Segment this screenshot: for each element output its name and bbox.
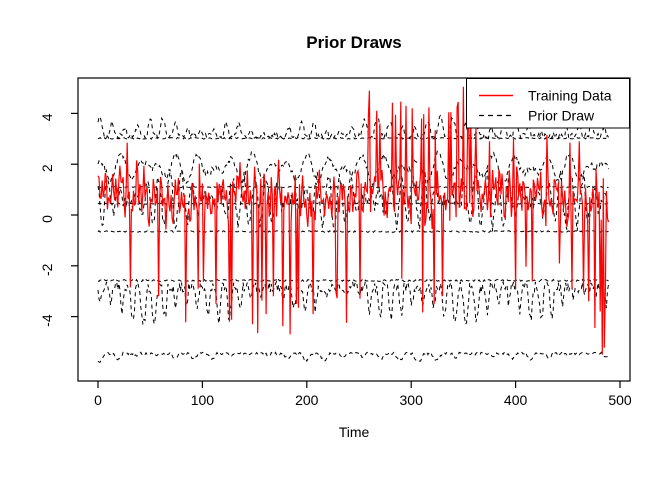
y-tick-label: -2: [39, 263, 55, 276]
y-tick-label: 4: [39, 113, 55, 121]
training-data-line: [97, 86, 610, 355]
prior-draw-line: [97, 150, 609, 187]
x-tick-label: 100: [191, 392, 215, 408]
x-axis: 0 100 200 300 400 500: [94, 381, 632, 408]
x-tick-label: 0: [94, 392, 102, 408]
legend-label-training: Training Data: [528, 88, 612, 104]
prior-draw-line: [97, 350, 609, 363]
x-tick-label: 500: [608, 392, 632, 408]
y-tick-label: -4: [39, 314, 55, 327]
y-tick-label: 0: [39, 215, 55, 223]
legend-label-prior: Prior Draw: [528, 108, 595, 124]
y-tick-label: 2: [39, 164, 55, 172]
prior-draw-line: [97, 280, 609, 326]
prior-draw-line: [97, 136, 609, 140]
figure-title: Prior Draws: [306, 33, 401, 52]
x-tick-label: 400: [504, 392, 528, 408]
prior-draw-line: [97, 114, 609, 140]
plot-area: [97, 86, 610, 363]
y-axis: -4 -2 0 2 4: [39, 112, 78, 327]
prior-draw-line: [97, 168, 609, 233]
legend-box: [466, 78, 630, 129]
x-tick-label: 300: [400, 392, 424, 408]
x-axis-title: Time: [339, 424, 370, 440]
plot-border: [77, 77, 631, 382]
prior-draw-line: [97, 230, 609, 234]
legend: Training Data Prior Draw: [466, 78, 630, 129]
prior-draw-line: [97, 278, 609, 283]
x-tick-label: 200: [295, 392, 319, 408]
